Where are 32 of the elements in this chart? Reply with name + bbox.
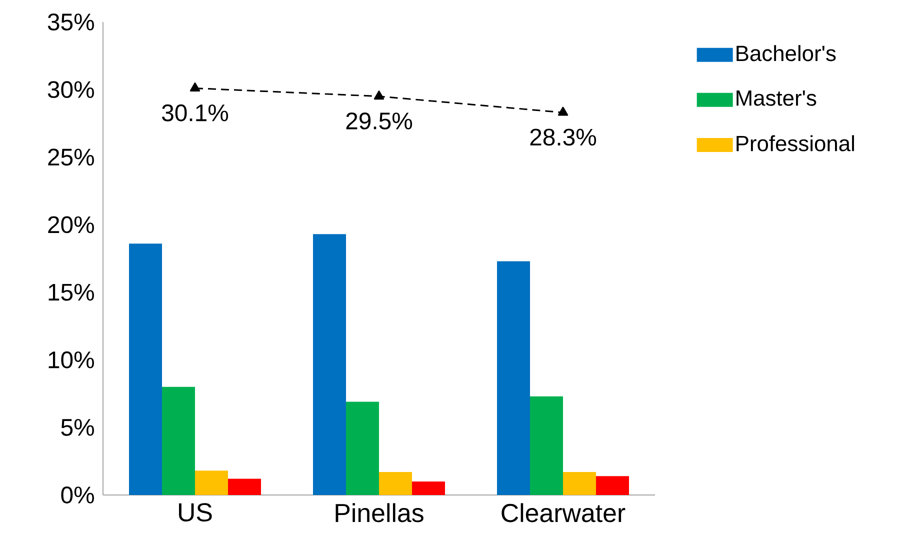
bar — [530, 396, 564, 495]
y-tick-label: 20% — [48, 216, 94, 234]
x-tick-label: US — [179, 503, 212, 522]
point — [558, 106, 568, 116]
bar — [563, 472, 596, 495]
y-tick-label: 10% — [48, 351, 94, 368]
legend-label: Master's — [736, 90, 816, 106]
x-tick-label: Clearwater — [502, 503, 626, 522]
bar — [596, 476, 630, 495]
bar — [228, 478, 261, 495]
y-tick-label: 15% — [48, 284, 94, 301]
point — [374, 90, 384, 100]
y-tick-label: 5% — [61, 419, 94, 436]
data-label: 30.1% — [162, 104, 228, 122]
data-label: 28.3% — [530, 128, 596, 146]
legend-label: Bachelor's — [736, 45, 836, 62]
y-tick-label: 0% — [61, 486, 94, 504]
bar — [313, 234, 346, 495]
bar — [195, 470, 228, 495]
bar — [379, 472, 412, 495]
x-tick-label: Pinellas — [336, 503, 424, 522]
bar — [346, 402, 380, 495]
bar — [497, 261, 530, 495]
y-tick-label: 35% — [48, 14, 94, 30]
bar — [162, 386, 195, 495]
bar — [412, 481, 446, 495]
point — [190, 82, 200, 92]
y-tick-label: 25% — [48, 148, 94, 166]
data-label: 29.5% — [346, 112, 412, 130]
y-tick-label: 30% — [48, 81, 94, 98]
bar — [129, 244, 162, 495]
legend-label: Professional — [736, 135, 854, 152]
